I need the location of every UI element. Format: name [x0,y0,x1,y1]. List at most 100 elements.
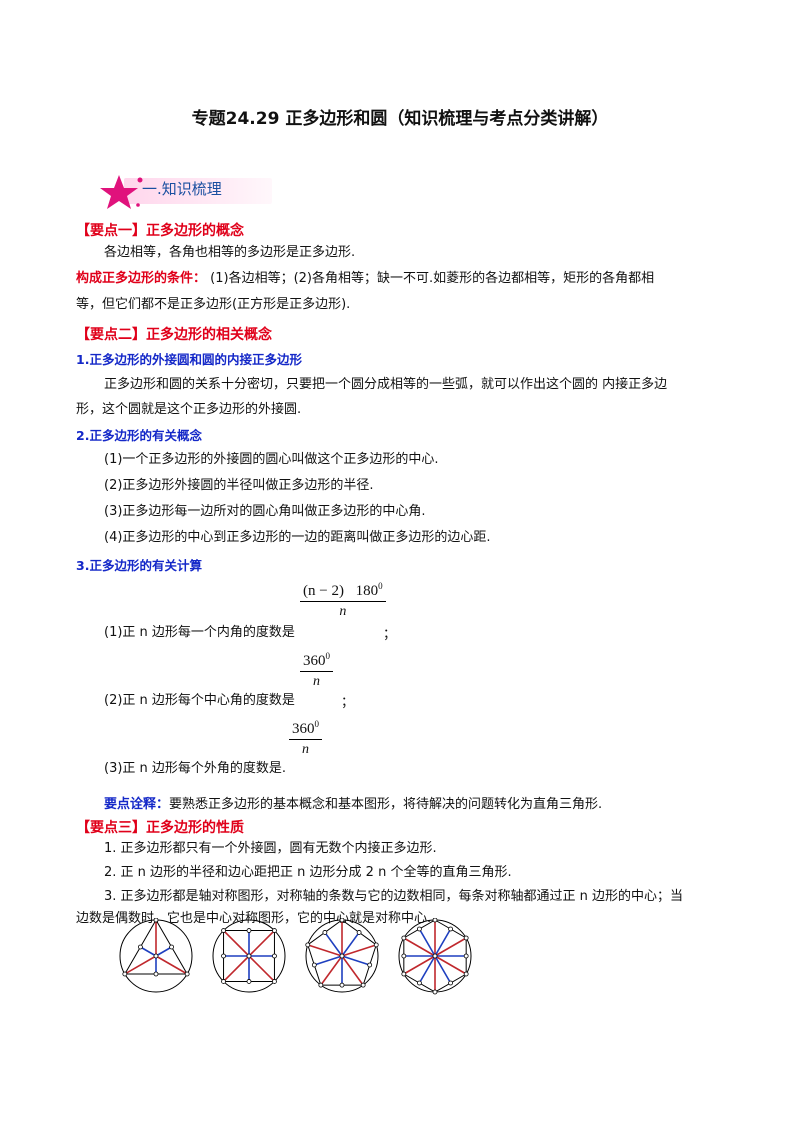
midpoint-dot [322,930,328,935]
polygon-figures [119,918,472,995]
calc-end-1: ； [383,627,397,642]
midpoint-dot [169,944,174,950]
midpoint-dot [138,944,143,950]
calc-item-3: (3)正 n 边形每个外角的度数是. [104,761,287,776]
degree-mark: 0 [314,719,320,729]
radius-line [434,955,467,975]
definition-text: 各边相等，各角也相等的多边形是正多边形. [104,245,356,260]
key-note-text: 要熟悉正多边形的基本概念和基本图形，将待解决的问题转化为直角三角形. [169,797,603,812]
radius-line [403,955,436,975]
midpoint-dot [311,962,317,968]
calc-item-1: (1)正 n 边形每一个内角的度数是 [104,625,295,640]
sub-heading-2: 2.正多边形的有关概念 [76,428,202,443]
apothem-line [434,928,452,957]
vertex-dot [272,979,277,984]
calc-end-2: ； [341,695,355,710]
property-item: 2. 正 n 边形的半径和边心距把正 n 边形分成 2 n 个全等的直角三角形. [104,865,512,880]
heading-point-3: 【要点三】正多边形的性质 [76,820,244,836]
formula-denominator: n [339,604,347,619]
midpoint-dot [367,962,373,968]
vertex-dot [318,982,324,988]
radius-line [222,955,250,983]
degree-mark: 0 [378,581,383,591]
vertex-dot [221,979,226,984]
formula-denominator: n [302,742,309,757]
vertex-dot [305,942,311,948]
midpoint-dot [339,982,345,988]
apothem-line [434,955,452,984]
radius-line [341,955,364,986]
formula-numerator: 360 [303,653,326,669]
formula-denominator: n [313,674,320,689]
midpoint-dot [448,926,453,932]
degree-mark: 0 [325,651,331,661]
conditions-key: 构成正多边形的条件： [76,271,207,286]
midpoint-dot [272,953,277,959]
apothem-line [324,931,343,957]
formula-numerator: (n − 2)􀁹180 [303,583,379,599]
vertex-dot [360,982,366,988]
star-icon [100,175,272,209]
vertex-dot [184,971,190,977]
radius-line [124,955,157,975]
heading-point-2: 【要点二】正多边形的相关概念 [76,327,272,343]
center-dot [246,953,252,959]
midpoint-dot [356,930,362,935]
midpoint-dot [246,979,252,984]
formula-exterior-angle: 3600 n [289,719,322,758]
circumcircle [212,919,286,993]
concept-item: (4)正多边形的中心到正多边形的一边的距离叫做正多边形的边心距. [104,530,491,545]
midpoint-dot [417,980,422,986]
radius-line [403,937,436,957]
vertex-dot [401,971,407,977]
calc-item-2: (2)正 n 边形每个中心角的度数是 [104,693,295,708]
apothem-line [341,931,360,957]
midpoint-dot [221,953,226,959]
conditions-line: 构成正多边形的条件： (1)各边相等；(2)各角相等；缺一不可.如菱形的各边都相… [76,266,736,291]
apothem-line [140,946,157,957]
sub1-text-1: 正多边形和圆的关系十分密切，只要把一个圆分成相等的一些弧，就可以作出这个圆的 内… [104,377,668,392]
vertex-dot [339,918,345,923]
center-dot [432,953,438,959]
radius-line [434,937,467,957]
radius-line [320,955,343,986]
sub-heading-3: 3.正多边形的有关计算 [76,558,202,573]
formula-numerator: 360 [292,721,315,737]
midpoint-dot [463,953,469,959]
formula-interior-angle: (n − 2)􀁹1800 n [300,581,386,620]
radius-line [222,929,250,957]
apothem-line [314,955,343,966]
radius-line [248,955,276,983]
key-note: 要点诠释：要熟悉正多边形的基本概念和基本图形，将待解决的问题转化为直角三角形. [104,792,602,817]
vertex-dot [432,918,438,923]
vertex-dot [463,971,469,977]
concept-item: (2)正多边形外接圆的半径叫做正多边形的半径. [104,478,374,493]
vertex-dot [401,935,407,941]
property-item: 3. 正多边形都是轴对称图形，对称轴的条数与它的边数相同，每条对称轴都通过正 n… [104,889,684,904]
heading-point-1: 【要点一】正多边形的概念 [76,223,244,239]
center-dot [153,953,159,959]
radius-line [341,944,377,957]
section-banner: 一.知识梳理 [94,172,274,212]
conditions-text-2: 等，但它们都不是正多边形(正方形是正多边形). [76,297,351,312]
concept-item: (1)一个正多边形的外接圆的圆心叫做这个正多边形的中心. [104,452,439,467]
midpoint-dot [153,971,159,977]
sub1-text-2: 形，这个圆就是这个正多边形的外接圆. [76,402,302,417]
property-item: 1. 正多边形都只有一个外接圆，圆有无数个内接正多边形. [104,841,437,856]
vertex-dot [373,942,379,948]
vertex-dot [122,971,128,977]
page-title: 专题24.29 正多边形和圆（知识梳理与考点分类讲解） [191,109,609,129]
sub-heading-1: 1.正多边形的外接圆和圆的内接正多边形 [76,352,302,367]
radius-line [248,929,276,957]
midpoint-dot [246,928,252,933]
banner-label: 一.知识梳理 [142,180,222,198]
vertex-dot [153,918,159,923]
apothem-line [418,955,436,984]
apothem-line [341,955,370,966]
vertex-dot [432,989,438,995]
concept-item: (3)正多边形每一边所对的圆心角叫做正多边形的中心角. [104,504,426,519]
radius-line [155,955,188,975]
midpoint-dot [448,980,453,986]
formula-central-angle: 3600 n [300,651,333,690]
vertex-dot [221,928,226,933]
